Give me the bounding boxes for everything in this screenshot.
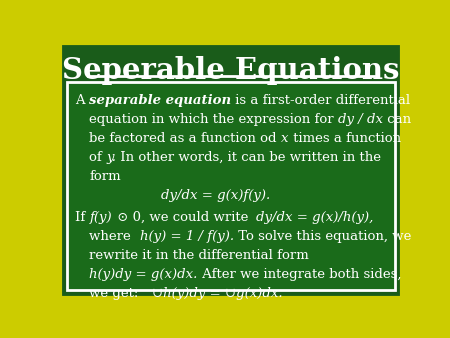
Text: be factored as a function od: be factored as a function od <box>90 132 281 145</box>
FancyBboxPatch shape <box>60 43 401 298</box>
Text: form: form <box>90 170 121 183</box>
Text: dy / dx: dy / dx <box>338 113 383 126</box>
Text: rewrite it in the differential form: rewrite it in the differential form <box>90 249 309 262</box>
Text: f(y): f(y) <box>90 211 112 224</box>
Text: separable equation: separable equation <box>89 94 231 107</box>
Text: equation in which the expression for: equation in which the expression for <box>90 113 338 126</box>
Text: ∪h(y)dy = ∪g(x)dx.: ∪h(y)dy = ∪g(x)dx. <box>152 287 282 300</box>
FancyBboxPatch shape <box>67 82 395 290</box>
Text: After we integrate both sides,: After we integrate both sides, <box>198 268 401 281</box>
Text: A: A <box>76 94 89 107</box>
Text: where: where <box>90 230 140 243</box>
Text: dy/dx = g(x)/h(y),: dy/dx = g(x)/h(y), <box>256 211 374 224</box>
Text: In other words, it can be written in the: In other words, it can be written in the <box>117 151 382 164</box>
Text: dy/dx = g(x)f(y).: dy/dx = g(x)f(y). <box>161 189 270 202</box>
Text: times a function: times a function <box>288 132 401 145</box>
Text: If: If <box>76 211 90 224</box>
Text: of: of <box>90 151 106 164</box>
Text: h(y)dy = g(x)dx.: h(y)dy = g(x)dx. <box>90 268 198 281</box>
Text: To solve this equation, we: To solve this equation, we <box>234 230 411 243</box>
Text: can: can <box>383 113 411 126</box>
Text: ⊙ 0, we could write: ⊙ 0, we could write <box>112 211 256 224</box>
Text: h(y) = 1 / f(y).: h(y) = 1 / f(y). <box>140 230 234 243</box>
Text: is a first-order differential: is a first-order differential <box>231 94 410 107</box>
Text: y.: y. <box>106 151 117 164</box>
Text: Seperable Equations: Seperable Equations <box>62 56 400 85</box>
Text: we get:: we get: <box>90 287 152 300</box>
Text: x: x <box>281 132 288 145</box>
